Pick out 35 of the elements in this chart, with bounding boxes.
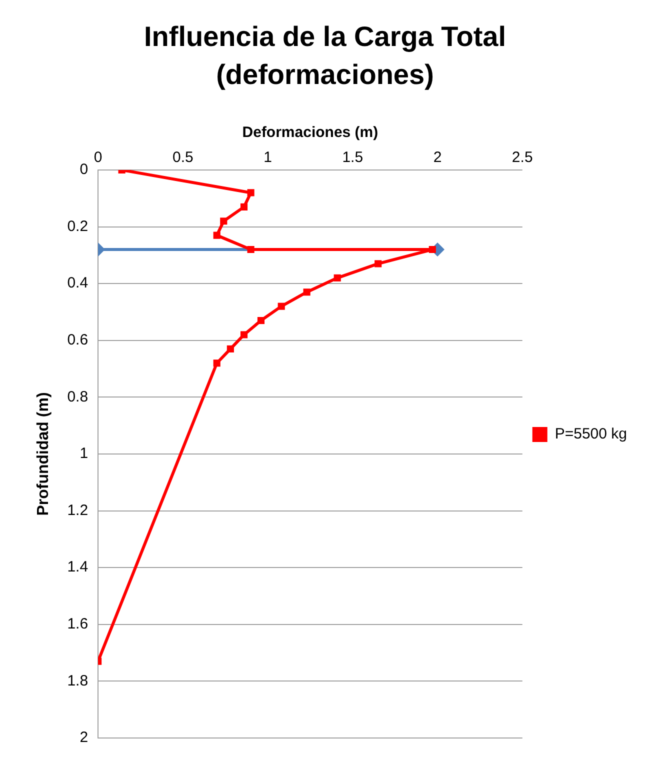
y-tick-label: 0.4 (67, 274, 88, 292)
legend-label: P=5500 kg (554, 426, 628, 443)
y-tick-label: 2 (80, 729, 88, 746)
point (213, 232, 220, 239)
x-tick-label: 0.5 (172, 149, 194, 166)
point (213, 360, 220, 367)
chart-title: Influencia de la Carga Total (deformaciones) (142, 20, 507, 92)
point (247, 189, 254, 196)
y-tick-label: 1.6 (67, 616, 88, 633)
point (226, 345, 234, 352)
y-tick-label: 0 (80, 161, 88, 178)
point (334, 274, 341, 282)
point (278, 302, 285, 310)
y-axis-title: Profundidad (m) (35, 392, 52, 516)
point (257, 316, 265, 324)
x-axis-title: Deformaciones (m) (242, 124, 378, 142)
point (428, 246, 436, 254)
y-tick-label: 1 (80, 445, 88, 462)
y-tick-label: 1.8 (67, 672, 88, 690)
y-tick-label: 0.8 (67, 388, 88, 406)
x-tick-label: 2.5 (512, 149, 533, 166)
y-tick-label: 0.2 (67, 218, 88, 235)
x-tick-label: 1 (264, 149, 272, 166)
y-tick-label: 1.4 (67, 558, 88, 576)
x-tick-label: 2 (433, 149, 442, 166)
point (247, 246, 254, 254)
point (303, 288, 310, 296)
y-tick-label: 0.6 (67, 332, 88, 349)
point (240, 203, 248, 210)
point (374, 260, 382, 268)
point (240, 331, 248, 338)
x-tick-label: 1.5 (342, 149, 364, 166)
point (220, 218, 228, 225)
y-tick-label: 1.2 (67, 502, 88, 519)
x-tick-label: 0 (94, 149, 102, 166)
